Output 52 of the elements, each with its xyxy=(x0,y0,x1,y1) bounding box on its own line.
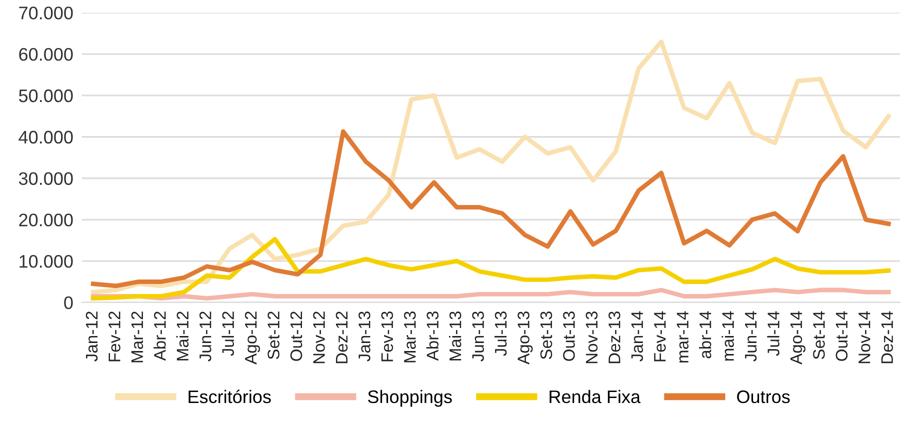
x-tick-label: Jun-13 xyxy=(472,312,484,362)
x-tick-label: Abr-12 xyxy=(154,312,166,361)
x-tick-label: Nov-13 xyxy=(586,312,598,364)
x-tick-label: Nov-12 xyxy=(313,312,325,364)
y-tick-label: 60.000 xyxy=(19,48,73,61)
x-tick-label: mai-14 xyxy=(722,311,734,361)
x-tick-label: Dez-13 xyxy=(608,312,620,364)
x-tick-label: Out-12 xyxy=(290,312,302,361)
x-tick-label: Out-14 xyxy=(836,311,848,361)
x-tick-label: Ago-12 xyxy=(244,312,260,364)
x-tick-label: Set-12 xyxy=(268,312,280,360)
x-tick-label: Fev-14 xyxy=(654,311,666,362)
y-tick-label: 50.000 xyxy=(18,89,73,102)
x-tick-label: Jul-14 xyxy=(767,311,780,356)
y-tick-label: 40.000 xyxy=(18,130,73,144)
x-tick-label: Fev-12 xyxy=(108,312,120,362)
x-tick-label: Mai-13 xyxy=(449,312,462,360)
x-tick-label: Dez-14 xyxy=(881,311,894,364)
x-tick-label: Out-13 xyxy=(563,312,575,361)
legend-label: Renda Fixa xyxy=(550,390,641,404)
y-tick-label: 0 xyxy=(64,296,73,310)
line-series xyxy=(90,236,891,301)
x-tick-label: Jul-13 xyxy=(494,312,507,356)
x-tick-label: Fev-13 xyxy=(381,312,394,362)
legend-label: Shoppings xyxy=(368,390,452,407)
y-tick-label: 30.000 xyxy=(18,172,73,185)
x-tick-label: Jan-14 xyxy=(631,311,644,362)
x-tick-label: Jul-12 xyxy=(222,312,234,356)
line-series xyxy=(90,129,891,288)
legend-label: Outros xyxy=(737,390,790,404)
x-tick-label: Nov-14 xyxy=(858,311,870,364)
x-tick-label: Set-13 xyxy=(540,312,552,360)
y-tick-label: 10.000 xyxy=(20,254,73,268)
x-tick-label: Jun-12 xyxy=(199,312,212,362)
x-tick-label: Ago-14 xyxy=(790,311,806,364)
x-tick-label: Dez-12 xyxy=(336,312,348,364)
y-tick-label: 20.000 xyxy=(19,214,73,226)
x-tick-label: Mai-12 xyxy=(176,312,189,360)
x-tick-label: Jun-14 xyxy=(745,311,757,362)
x-tick-label: Mar-13 xyxy=(404,312,416,362)
y-tick-label: 70.000 xyxy=(19,6,73,20)
x-tick-label: mar-14 xyxy=(676,311,688,362)
line-series xyxy=(90,39,891,294)
line-series xyxy=(90,288,891,301)
x-tick-label: Jan-12 xyxy=(86,312,98,362)
x-tick-label: Abr-13 xyxy=(426,312,439,361)
x-tick-label: abr-14 xyxy=(698,311,712,358)
x-tick-label: Ago-13 xyxy=(518,312,533,364)
x-tick-label: Jan-13 xyxy=(358,312,370,362)
x-tick-label: Mar-12 xyxy=(131,312,144,362)
x-tick-label: Set-14 xyxy=(813,311,825,360)
legend-label: Escritórios xyxy=(188,390,271,404)
